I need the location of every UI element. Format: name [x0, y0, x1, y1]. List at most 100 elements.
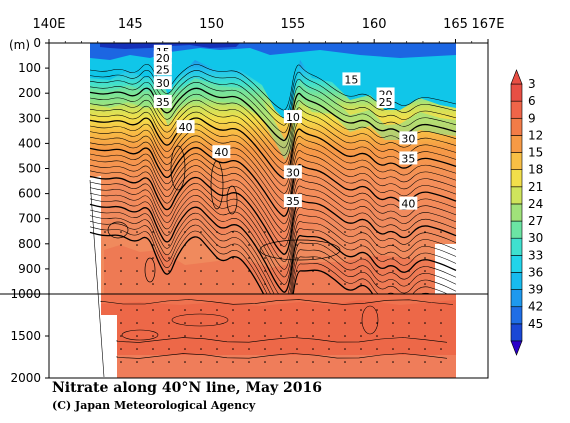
surface-low-nitrate-area — [90, 43, 456, 120]
sample-dot — [392, 361, 394, 363]
sample-dot — [360, 257, 362, 259]
sample-dot — [280, 231, 282, 233]
sample-dot — [360, 244, 362, 246]
contour-line — [89, 129, 457, 194]
sample-dot — [344, 322, 346, 324]
contour-label-bg — [342, 72, 361, 86]
sample-dot — [312, 335, 314, 337]
contour-label-bg — [283, 194, 302, 208]
sample-dot — [248, 231, 250, 233]
colorbar-label: 33 — [528, 248, 543, 262]
sample-dot — [152, 335, 154, 337]
colorbar-swatch — [510, 186, 523, 205]
sample-dot — [120, 283, 122, 285]
sample-dot — [216, 257, 218, 259]
sample-dot — [120, 231, 122, 233]
sample-dot — [232, 244, 234, 246]
sample-dot — [296, 270, 298, 272]
sample-dot — [152, 270, 154, 272]
sample-dot — [232, 231, 234, 233]
sample-dot — [392, 322, 394, 324]
sample-dot — [216, 309, 218, 311]
sample-dot — [152, 257, 154, 259]
sample-dot — [328, 283, 330, 285]
sample-dot — [104, 283, 106, 285]
colorbar: 45 42 39 36 33 30 27 24 21 18 15 12 9 6 3 — [510, 69, 543, 356]
colorbar-min-arrow — [510, 340, 523, 356]
contour-line — [89, 135, 457, 202]
bottom-band — [117, 355, 456, 378]
y-tick-label: 900 — [18, 262, 41, 276]
sample-dot — [264, 335, 266, 337]
sample-dot — [136, 283, 138, 285]
sample-dot — [136, 361, 138, 363]
contour-label: 30 — [286, 166, 300, 179]
sample-dot — [376, 270, 378, 272]
sample-dot — [152, 283, 154, 285]
sample-dot — [136, 322, 138, 324]
contour-line — [89, 192, 457, 278]
sample-dot — [376, 283, 378, 285]
colorbar-swatch — [510, 100, 523, 119]
sample-dot — [264, 348, 266, 350]
sample-dot — [312, 348, 314, 350]
sample-dot — [280, 309, 282, 311]
contour-label: 40 — [179, 121, 193, 134]
sample-dot — [360, 309, 362, 311]
sample-dot — [152, 361, 154, 363]
sample-dot — [216, 244, 218, 246]
sample-dot — [344, 309, 346, 311]
sample-dot — [120, 322, 122, 324]
sample-dot — [248, 309, 250, 311]
sample-dot — [376, 231, 378, 233]
sample-dot — [232, 322, 234, 324]
sample-dot — [424, 322, 426, 324]
x-tick-label: 140E — [32, 17, 65, 32]
contour-label: 35 — [286, 195, 300, 208]
contour-line — [89, 159, 457, 232]
sample-dot — [216, 348, 218, 350]
colorbar-label: 9 — [528, 111, 536, 125]
colorbar-label: 24 — [528, 197, 543, 211]
colorbar-swatch — [510, 203, 523, 222]
colorbar-label: 30 — [528, 231, 543, 245]
x-tick-label: 150 — [199, 17, 224, 32]
contour-line — [89, 209, 457, 294]
sample-dot — [184, 244, 186, 246]
sample-dot — [424, 257, 426, 259]
sample-dot — [344, 283, 346, 285]
colorbar-swatch — [510, 152, 523, 170]
sample-dot — [216, 231, 218, 233]
sample-dot — [408, 361, 410, 363]
contour-label: 15 — [344, 73, 358, 86]
sample-dot — [136, 257, 138, 259]
contour-line — [89, 231, 432, 294]
y-tick-label: 200 — [18, 86, 41, 100]
sample-dot — [328, 270, 330, 272]
colorbar-label: 36 — [528, 265, 543, 279]
sample-dot — [184, 309, 186, 311]
sample-dot — [408, 283, 410, 285]
contour-label: 30 — [156, 77, 170, 90]
colorbar-swatch — [510, 306, 523, 325]
contour-lines-upper — [89, 64, 457, 294]
contour-line — [89, 87, 457, 142]
colorbar-label: 39 — [528, 283, 543, 297]
sample-dot — [200, 257, 202, 259]
sample-dot — [344, 231, 346, 233]
sample-dot — [216, 270, 218, 272]
contour-label: 20 — [156, 52, 170, 65]
sample-dot — [264, 322, 266, 324]
sample-dot — [312, 322, 314, 324]
contour-line — [89, 93, 457, 149]
sample-dot — [120, 361, 122, 363]
sample-dot — [280, 335, 282, 337]
sample-dot — [216, 283, 218, 285]
sample-dot — [392, 257, 394, 259]
sample-dot — [200, 231, 202, 233]
sample-dot — [408, 244, 410, 246]
sample-dot — [296, 283, 298, 285]
contour-line — [89, 82, 457, 134]
sample-dot — [152, 322, 154, 324]
sample-dot — [376, 244, 378, 246]
